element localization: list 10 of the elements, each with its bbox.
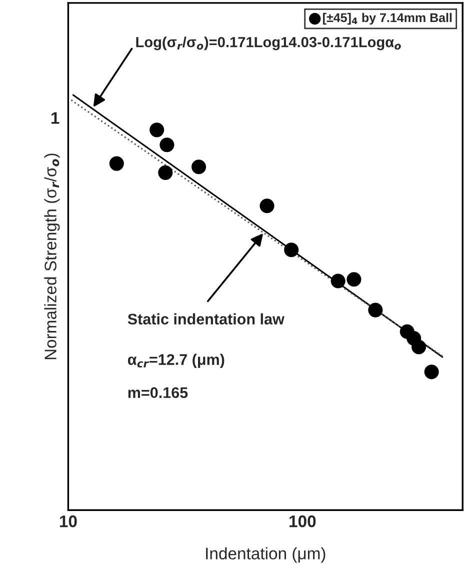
annotation: α$_{cr}$=12.7 (μm) <box>128 354 224 368</box>
legend-label: [±45]$_{4}$ by 7.14mm Ball <box>323 12 452 25</box>
x-tick-label: 100 <box>290 515 316 528</box>
annotation: Static indentation law <box>128 313 284 325</box>
annotation: Log(σ$_{r}$/σ$_{o}$)=0.171Log14.03-0.171Logα$_{o}$ <box>136 36 401 50</box>
text: 1 <box>52 112 60 124</box>
x-axis-title: Indentation (μm) <box>206 547 326 563</box>
x-tick-label: 10 <box>60 515 77 528</box>
y-axis-title: Normalized Strength (σ$_{r}$/σ$_{o}$) <box>44 154 60 360</box>
annotation: m=0.165 <box>128 387 188 398</box>
